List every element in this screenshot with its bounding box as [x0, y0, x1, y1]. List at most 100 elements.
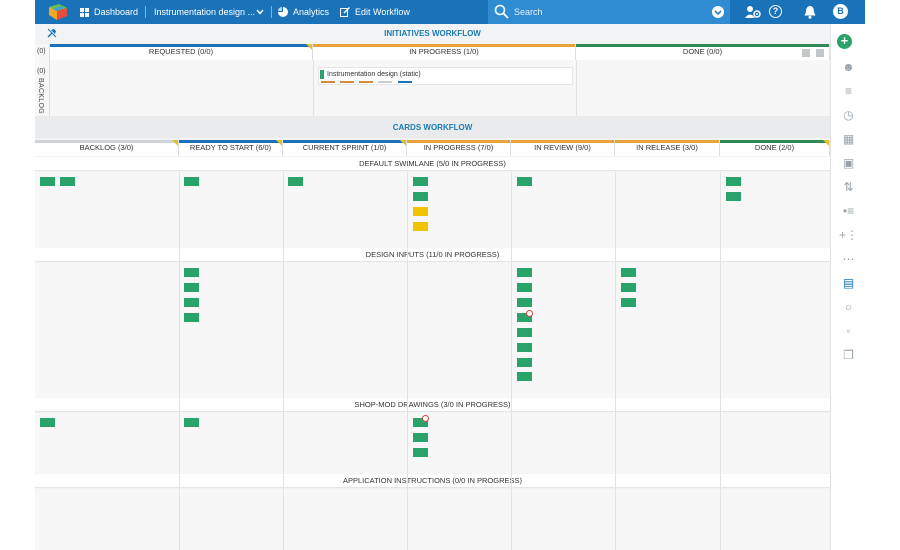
card[interactable]	[517, 328, 532, 337]
chevron-down-icon[interactable]	[256, 9, 264, 15]
card[interactable]	[517, 268, 532, 277]
card[interactable]	[184, 283, 199, 292]
column-label: REQUESTED (0/0)	[148, 47, 214, 56]
initiatives-left-count: (0)	[37, 48, 46, 55]
card[interactable]	[517, 298, 532, 307]
users-icon[interactable]: ☻	[842, 60, 855, 74]
column-divider	[576, 60, 577, 116]
grid-icon[interactable]: ▦	[842, 132, 855, 146]
initiative-card[interactable]: Instrumentation design (static)	[318, 67, 573, 85]
card-column-current-sprint[interactable]: CURRENT SPRINT (1/0)	[283, 140, 407, 156]
dashboard-link[interactable]: Dashboard	[94, 7, 139, 17]
search-box[interactable]: Search	[488, 0, 730, 24]
user-assigned-icon	[526, 310, 533, 317]
more-icon[interactable]: ⋯	[842, 252, 855, 266]
initiative-column-requested[interactable]: REQUESTED (0/0)	[50, 44, 313, 60]
swimlane-default-title[interactable]: DEFAULT SWIMLANE (5/0 IN PROGRESS)	[35, 157, 830, 171]
card[interactable]	[413, 448, 428, 457]
card[interactable]	[184, 298, 199, 307]
card[interactable]	[726, 192, 741, 201]
card[interactable]	[40, 177, 55, 186]
card[interactable]	[517, 283, 532, 292]
card[interactable]	[517, 313, 532, 322]
users-settings-icon[interactable]	[745, 5, 761, 19]
sort-icon[interactable]: ⇅	[843, 180, 854, 194]
card[interactable]	[184, 177, 199, 186]
history-icon[interactable]: ◷	[843, 108, 854, 122]
card[interactable]	[621, 283, 636, 292]
card[interactable]	[184, 313, 199, 322]
card[interactable]	[517, 372, 532, 381]
initiative-column-in-progress[interactable]: IN PROGRESS (1/0)	[313, 44, 576, 60]
column-color-bar	[720, 140, 829, 143]
edit-workflow-link[interactable]: Edit Workflow	[355, 7, 410, 17]
card[interactable]	[40, 418, 55, 427]
tool-rail: + ☻ ≡ ◷ ▦ ▣ ⇅ •≡ +⋮ ⋯ ▤ ○ ◦ ❐	[830, 24, 865, 550]
collapse-icon[interactable]	[802, 49, 810, 57]
search-dropdown-icon[interactable]	[712, 6, 724, 18]
image-icon[interactable]: ▣	[842, 156, 855, 170]
card[interactable]	[184, 268, 199, 277]
progress-segment	[398, 81, 412, 83]
avatar[interactable]: B	[833, 4, 848, 19]
nav-divider	[271, 6, 272, 18]
backlog-vertical-label[interactable]: BACKLOG	[37, 78, 44, 114]
column-label: CURRENT SPRINT (1/0)	[302, 143, 387, 152]
slider-icon[interactable]: ○	[844, 300, 853, 314]
nav-divider	[145, 6, 146, 18]
backlog-count: (0)	[37, 68, 46, 75]
card-column-in-review[interactable]: IN REVIEW (9/0)	[511, 140, 615, 156]
add-column-icon[interactable]: +⋮	[838, 228, 858, 242]
swimlane-design-inputs-title[interactable]: DESIGN INPUTS (11/0 IN PROGRESS)	[35, 248, 830, 262]
blocked-icon	[422, 415, 429, 422]
column-color-bar	[576, 44, 829, 47]
swimlane-shop-mod-title[interactable]: SHOP-MOD DRAWINGS (3/0 IN PROGRESS)	[35, 398, 830, 412]
card[interactable]	[184, 418, 199, 427]
search-input[interactable]: Search	[514, 7, 543, 17]
card[interactable]	[621, 268, 636, 277]
card[interactable]	[413, 177, 428, 186]
search-icon[interactable]	[494, 4, 509, 19]
zoom-icon[interactable]	[816, 49, 824, 57]
card[interactable]	[413, 207, 428, 216]
logo-icon[interactable]	[47, 3, 69, 21]
column-color-bar	[407, 140, 510, 143]
filter-icon[interactable]: ≡	[844, 84, 852, 98]
column-divider	[720, 172, 721, 550]
progress-segment	[340, 81, 354, 83]
initiative-card-title: Instrumentation design (static)	[327, 71, 421, 78]
card[interactable]	[517, 358, 532, 367]
card[interactable]	[517, 177, 532, 186]
bell-icon[interactable]	[804, 5, 816, 19]
card[interactable]	[288, 177, 303, 186]
card-column-in-progress[interactable]: IN PROGRESS (7/0)	[407, 140, 511, 156]
card-column-in-release[interactable]: IN RELEASE (3/0)	[615, 140, 720, 156]
progress-segment	[359, 81, 373, 83]
view-list-icon[interactable]: •≡	[842, 204, 855, 218]
card-column-backlog[interactable]: BACKLOG (3/0)	[35, 140, 179, 156]
column-label: IN PROGRESS (7/0)	[423, 143, 494, 152]
card-column-ready-to-start[interactable]: READY TO START (6/0)	[179, 140, 283, 156]
initiative-column-done[interactable]: DONE (0/0)	[576, 44, 830, 60]
copy-icon[interactable]: ❐	[843, 348, 854, 362]
card[interactable]	[413, 192, 428, 201]
column-divider	[283, 172, 284, 550]
column-color-bar	[50, 44, 312, 47]
card-column-done[interactable]: DONE (2/0)	[720, 140, 830, 156]
card[interactable]	[60, 177, 75, 186]
board-selector[interactable]: Instrumentation design ...	[154, 7, 256, 17]
card[interactable]	[621, 298, 636, 307]
card[interactable]	[517, 343, 532, 352]
card[interactable]	[413, 433, 428, 442]
card[interactable]	[413, 222, 428, 231]
help-icon[interactable]: ?	[769, 5, 782, 18]
add-card-button[interactable]: +	[837, 34, 852, 49]
analytics-link[interactable]: Analytics	[293, 7, 330, 17]
wip-indicator	[306, 44, 312, 50]
card[interactable]	[726, 177, 741, 186]
swimlane-application-title[interactable]: APPLICATION INSTRUCTIONS (0/0 IN PROGRES…	[35, 474, 830, 488]
pin-icon[interactable]	[47, 28, 57, 38]
chart-icon[interactable]: ▤	[842, 276, 855, 290]
card[interactable]	[413, 418, 428, 427]
timer-icon[interactable]: ◦	[846, 324, 851, 338]
